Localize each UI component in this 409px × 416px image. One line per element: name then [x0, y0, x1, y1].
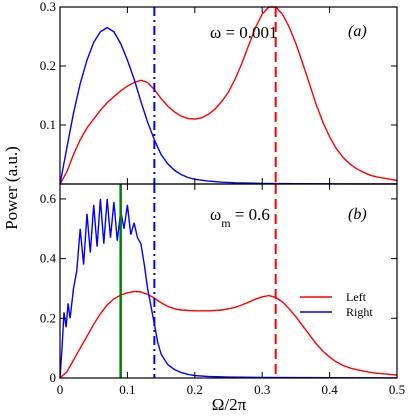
panel-a-label: (a) — [348, 23, 367, 40]
panel-b-ticks: 0 0.1 0.2 0.3 0.4 0.5 0 0.2 0.4 0.6 — [40, 184, 405, 397]
panel-b-vlines — [119, 184, 277, 378]
y-axis-label: Power (a.u.) — [2, 146, 21, 230]
legend: Left Right — [300, 290, 373, 319]
panel-b-series-1-line — [59, 198, 398, 379]
x-axis-label: Ω/2π — [212, 395, 247, 414]
legend-label-right: Right — [346, 305, 373, 319]
panel-b-annotation-value: = 0.6 — [231, 205, 270, 224]
panel-b-ytick-label-2: 0.4 — [40, 251, 57, 266]
legend-label-left: Left — [346, 290, 367, 304]
panel-a-series — [59, 6, 398, 185]
panel-b: 0 0.1 0.2 0.3 0.4 0.500.20.40.6 ωm = 0.6 (b) … — [40, 183, 405, 397]
panel-b-ytick-label-0: 0 — [50, 370, 57, 385]
panel-b-ytick-label-1: 0.2 — [40, 310, 56, 325]
panel-b-series-0-line — [59, 290, 398, 379]
panel-b-xtick-label-3: 0.3 — [254, 382, 270, 397]
panel-b-xtick-label-5: 0.5 — [389, 382, 405, 397]
panel-b-ytick-label-3: 0.6 — [40, 191, 57, 206]
panel-b-annotation-sub: m — [221, 216, 231, 230]
panel-b-xtick-label-1: 0.1 — [119, 382, 135, 397]
panel-b-series — [59, 198, 398, 379]
panel-b-label: (b) — [348, 206, 367, 223]
panel-b-xtick-label-0: 0 — [57, 382, 64, 397]
panel-a-ticks: 0.1 0.2 0.3 — [40, 0, 398, 184]
panel-a-annotation: ω = 0.001 — [210, 23, 278, 42]
panel-a: 0.1 0.2 0.3 ω = 0.001 (a) — [40, 0, 398, 185]
panel-a-ytick-label-1: 0.2 — [40, 58, 56, 73]
panel-b-annotation-base: ω — [210, 205, 221, 224]
panel-b-frame — [59, 183, 398, 379]
panel-b-annotation: ωm = 0.6 — [210, 205, 270, 230]
panel-b-xtick-label-4: 0.4 — [321, 382, 338, 397]
panel-a-ytick-label-2: 0.3 — [40, 0, 56, 14]
panel-a-series-0-line — [59, 6, 398, 185]
panel-a-ytick-label-0: 0.1 — [40, 117, 56, 132]
panel-a-vlines — [153, 7, 277, 184]
panel-a-series-1-line — [59, 26, 397, 185]
panel-b-xtick-label-2: 0.2 — [187, 382, 203, 397]
